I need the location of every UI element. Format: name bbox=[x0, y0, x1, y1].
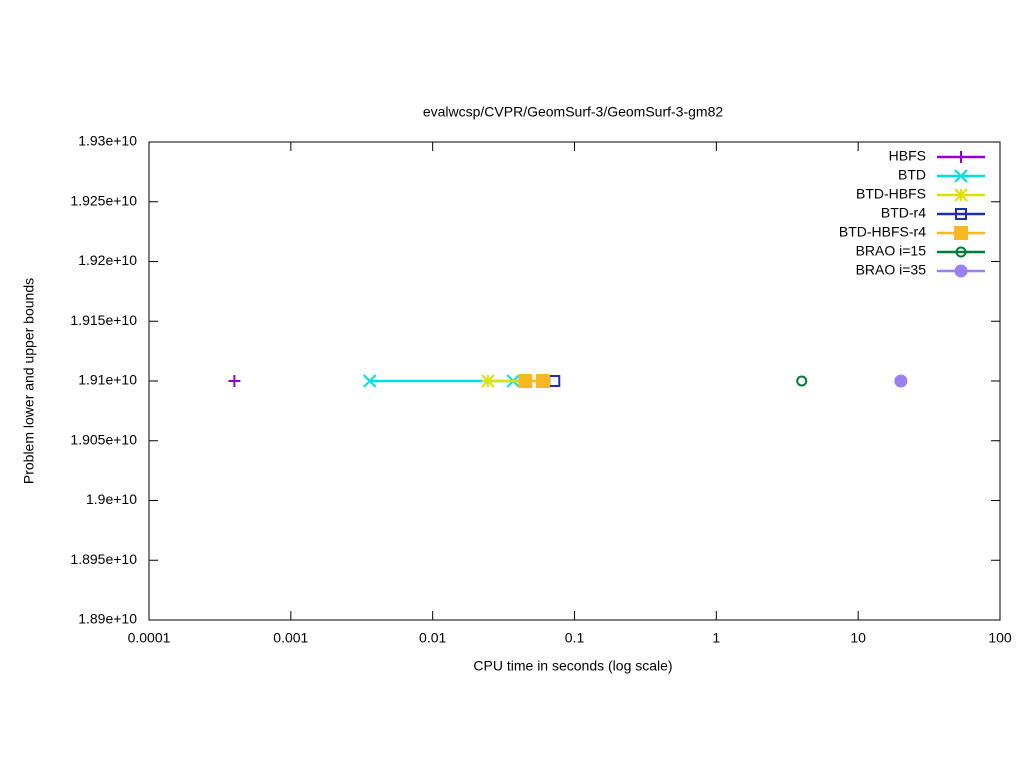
legend-label: BTD-HBFS-r4 bbox=[839, 224, 926, 240]
legend-marker bbox=[955, 208, 967, 220]
legend-label: BTD bbox=[898, 167, 926, 183]
legend-marker bbox=[955, 246, 967, 258]
point bbox=[363, 374, 377, 388]
y-tick-label: 1.91e+10 bbox=[78, 372, 137, 388]
y-tick-label: 1.92e+10 bbox=[78, 252, 137, 268]
legend-marker bbox=[954, 188, 968, 202]
x-tick-label: 0.001 bbox=[273, 630, 308, 646]
point bbox=[518, 374, 533, 388]
plot-frame bbox=[148, 141, 1001, 621]
y-tick-label: 1.895e+10 bbox=[70, 551, 137, 567]
point bbox=[536, 374, 551, 388]
legend-marker bbox=[954, 169, 968, 183]
x-tick-label: 100 bbox=[988, 630, 1012, 646]
legend-label: BRAO i=35 bbox=[856, 262, 927, 278]
legend-marker bbox=[954, 226, 968, 240]
legend-label: HBFS bbox=[889, 148, 926, 164]
x-axis-label: CPU time in seconds (log scale) bbox=[473, 658, 672, 674]
point bbox=[548, 375, 561, 387]
y-tick-label: 1.9e+10 bbox=[86, 491, 137, 507]
point bbox=[796, 375, 808, 387]
legend-label: BTD-r4 bbox=[881, 205, 926, 221]
legend-marker bbox=[955, 151, 967, 163]
point bbox=[894, 374, 908, 388]
point bbox=[228, 375, 241, 387]
x-tick-label: 1 bbox=[712, 630, 720, 646]
legend-marker bbox=[954, 264, 968, 278]
x-tick-label: 0.1 bbox=[565, 630, 585, 646]
y-tick-label: 1.89e+10 bbox=[78, 611, 137, 627]
y-tick-label: 1.925e+10 bbox=[70, 192, 137, 208]
y-axis-label: Problem lower and upper bounds bbox=[21, 278, 37, 484]
x-tick-label: 10 bbox=[850, 630, 866, 646]
y-tick-label: 1.915e+10 bbox=[70, 312, 137, 328]
x-tick-label: 0.0001 bbox=[128, 630, 171, 646]
legend-label: BTD-HBFS bbox=[856, 186, 926, 202]
legend-label: BRAO i=15 bbox=[856, 243, 927, 259]
point bbox=[481, 374, 495, 388]
y-tick-label: 1.905e+10 bbox=[70, 431, 137, 447]
x-tick-label: 0.01 bbox=[419, 630, 446, 646]
y-tick-label: 1.93e+10 bbox=[78, 133, 137, 149]
chart-title: evalwcsp/CVPR/GeomSurf-3/GeomSurf-3-gm82 bbox=[423, 104, 724, 120]
